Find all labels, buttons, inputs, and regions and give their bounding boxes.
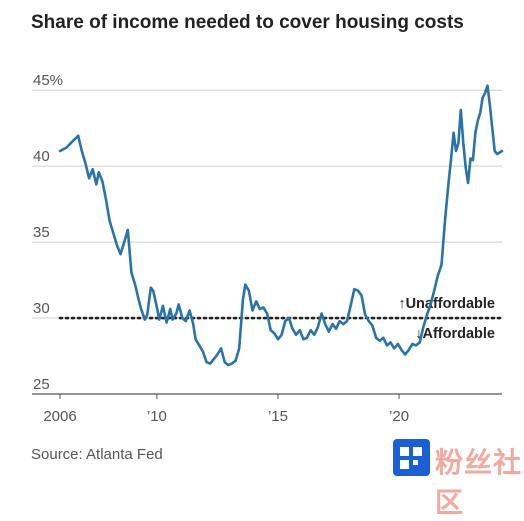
y-tick-label: 25: [33, 376, 50, 393]
threshold-line-group: ↑Unaffordable ↓Affordable: [58, 294, 504, 344]
series-line: [58, 84, 504, 367]
series-group: [58, 84, 504, 367]
watermark-icon: [393, 439, 430, 476]
x-tick-label: 2006: [43, 408, 76, 425]
affordable-label: ↓Affordable: [415, 326, 495, 342]
y-tick-label: 35: [33, 224, 50, 241]
x-tick-label: ’20: [389, 408, 409, 425]
unaffordable-label: ↑Unaffordable: [398, 296, 495, 312]
y-tick-label: 45%: [33, 72, 63, 89]
x-tick-label: ’15: [268, 408, 288, 425]
watermark-logo: 粉丝社区: [393, 437, 524, 519]
x-axis: 2006 ’10 ’15 ’20: [32, 393, 502, 425]
x-tick-label: ’10: [147, 408, 167, 425]
watermark-text: 粉丝社区: [435, 446, 523, 519]
y-axis-tick-labels: 25 30 35 40 45%: [33, 72, 63, 393]
gridlines: [32, 89, 502, 319]
source-note: Source: Atlanta Fed: [31, 446, 163, 463]
chart-title: Share of income needed to cover housing …: [31, 12, 464, 33]
y-tick-label: 40: [33, 148, 50, 165]
line-chart: 25 30 35 40 45% 2006 ’10 ’15 ’20 ↑Unaffordable ↓…: [32, 72, 504, 425]
y-tick-label: 30: [33, 300, 50, 317]
